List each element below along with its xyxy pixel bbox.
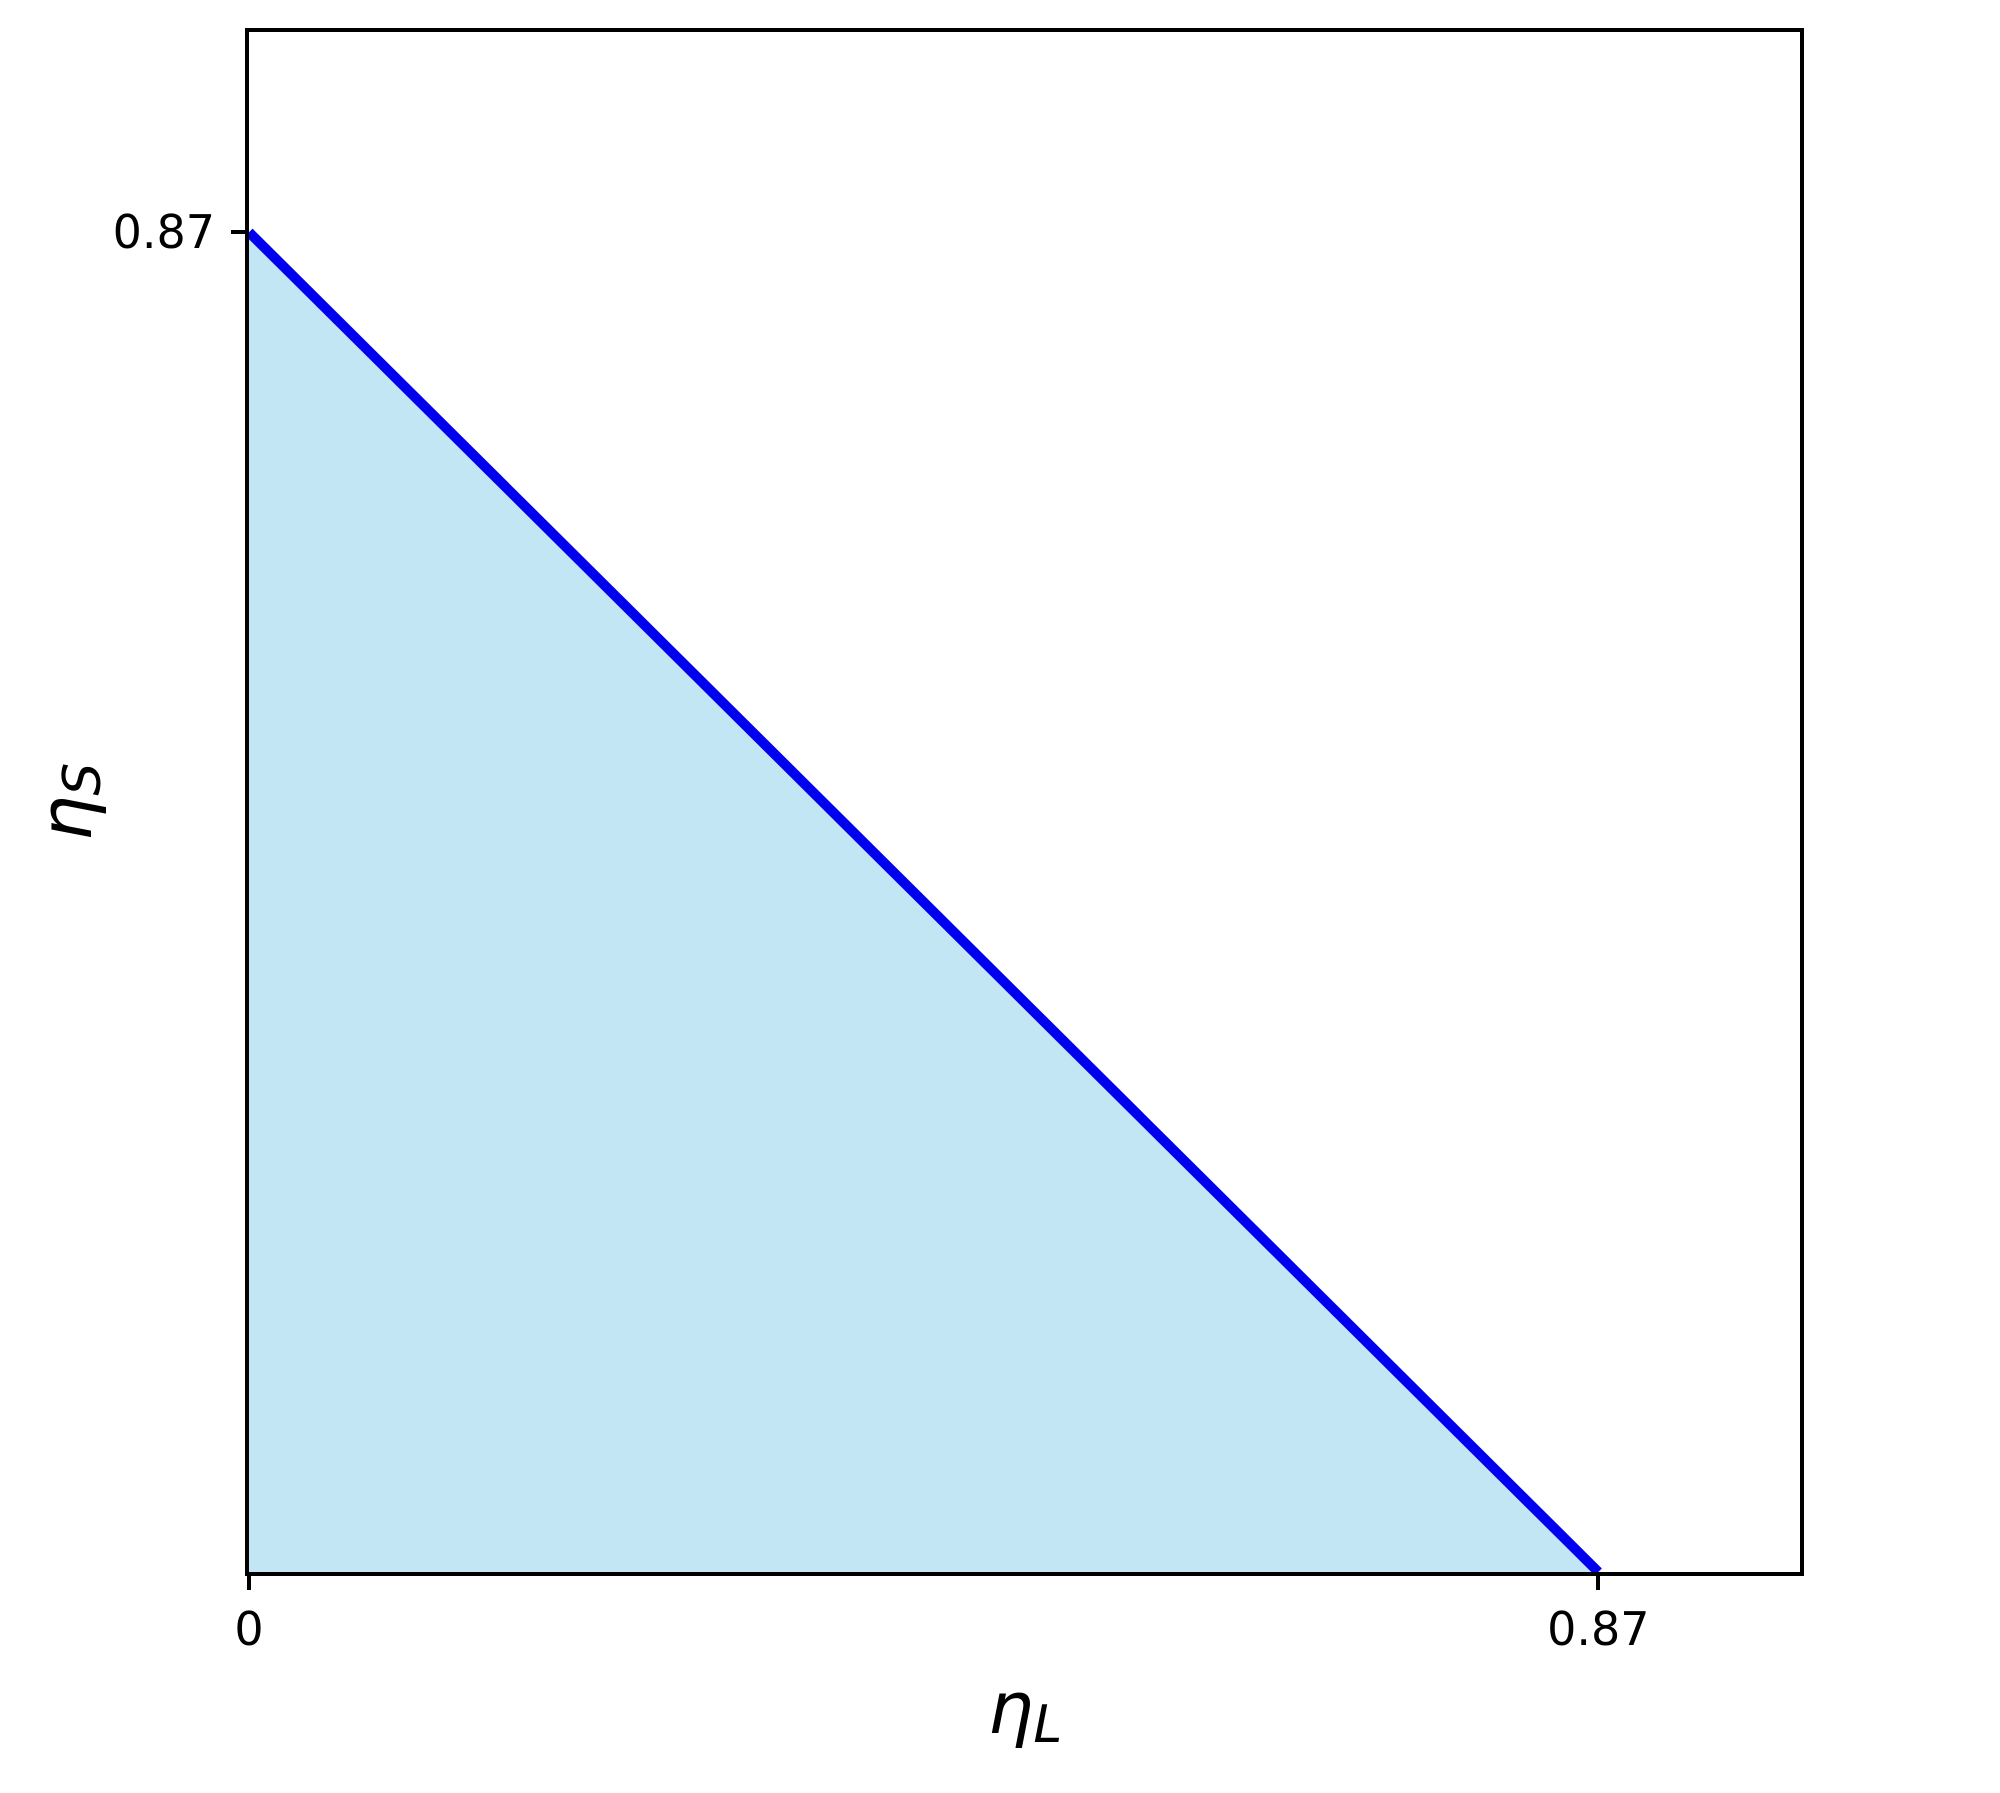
y-tick-mark: [231, 230, 249, 235]
x-axis-label: ηL: [988, 1672, 1063, 1751]
y-axis-label-base: η: [24, 795, 108, 842]
y-axis-label-subscript: S: [53, 762, 114, 796]
x-tick-mark: [1596, 1572, 1601, 1590]
x-tick-label: 0: [234, 1602, 264, 1656]
x-tick-label: 0.87: [1547, 1602, 1650, 1656]
y-tick-label: 0.87: [112, 205, 215, 260]
plot-area: [245, 28, 1804, 1576]
boundary-line: [249, 228, 1602, 1572]
x-axis-label-subscript: L: [1033, 1695, 1063, 1756]
x-tick-mark: [247, 1572, 251, 1590]
x-axis-label-base: η: [987, 1666, 1034, 1750]
chart-canvas: [249, 228, 1602, 1572]
y-axis-label: ηS: [24, 763, 113, 842]
